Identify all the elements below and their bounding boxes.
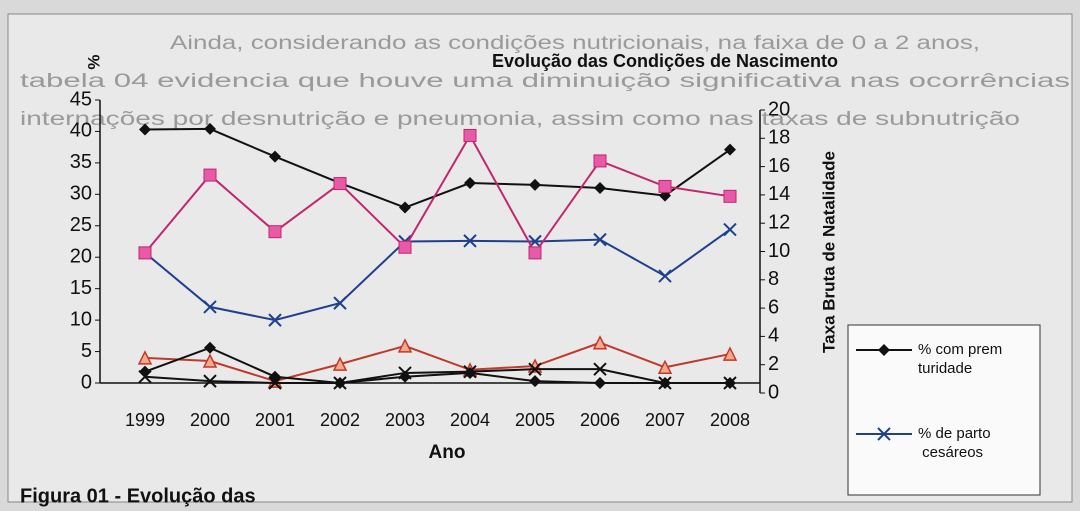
- data-point: [463, 128, 477, 142]
- x-tick-label: 2001: [255, 410, 295, 430]
- y2-tick-label: 8: [768, 268, 779, 290]
- data-point: [397, 338, 413, 353]
- data-point: [269, 150, 281, 163]
- series-line: [144, 368, 730, 384]
- data-point: [463, 364, 477, 379]
- y-tick-label: 10: [70, 308, 92, 330]
- y-tick-label: 20: [70, 246, 92, 268]
- series-line: [144, 133, 731, 255]
- data-point: [464, 177, 476, 190]
- data-point: [594, 182, 606, 195]
- data-point: [204, 341, 216, 354]
- data-point: [398, 366, 412, 380]
- legend-label: % com prem turidade: [918, 341, 1002, 377]
- x-tick-label: 2006: [580, 410, 620, 430]
- series-line: [144, 346, 730, 385]
- data-point: [138, 370, 152, 384]
- x-tick-label: 2007: [645, 410, 685, 430]
- y-tick-label: 0: [81, 371, 92, 393]
- data-point: [268, 225, 282, 239]
- x-tick-label: 2004: [450, 410, 490, 430]
- data-point: [332, 356, 348, 371]
- data-point: [593, 232, 607, 247]
- data-point: [268, 376, 282, 390]
- doc-line: internações por desnutrição e pneumonia,…: [20, 109, 1020, 130]
- data-point: [399, 201, 411, 214]
- x-tick-label: 2002: [320, 410, 360, 430]
- y2-tick-label: 4: [768, 325, 779, 347]
- y-tick-label: 40: [70, 120, 92, 142]
- y2-tick-label: 20: [768, 98, 790, 120]
- series-line: [144, 127, 731, 209]
- x-tick-label: 2005: [515, 410, 555, 430]
- data-point: [138, 246, 152, 260]
- data-point: [204, 122, 216, 135]
- data-point: [593, 362, 607, 376]
- data-point: [723, 376, 737, 390]
- y2-tick-label: 16: [768, 155, 790, 177]
- chart-title: Evolução das Condições de Nascimento: [492, 51, 838, 71]
- legend-marker: [878, 344, 890, 356]
- y-tick-label: 5: [81, 340, 92, 362]
- data-point: [724, 143, 736, 156]
- data-point: [203, 300, 217, 314]
- data-point: [658, 179, 672, 193]
- x-axis-label: Ano: [429, 442, 466, 463]
- caption: Figura 01 - Evolução das: [20, 485, 256, 507]
- legend-marker: [877, 427, 891, 441]
- y-tick-label: 25: [70, 214, 92, 236]
- y2-tick-label: 14: [768, 183, 790, 205]
- series-line: [144, 341, 731, 383]
- data-point: [722, 346, 738, 361]
- x-tick-label: 2000: [190, 410, 230, 430]
- legend: [847, 324, 1041, 496]
- x-tick-label: 1999: [125, 410, 165, 430]
- data-point: [333, 177, 347, 191]
- y2-tick-label: 6: [768, 296, 779, 318]
- data-point: [528, 246, 542, 260]
- x-tick-label: 2003: [385, 410, 425, 430]
- y2-tick-label: 2: [768, 353, 779, 375]
- y-tick-label: 15: [70, 277, 92, 299]
- legend-label: % de parto cesáreos: [918, 425, 991, 461]
- data-point: [137, 350, 153, 365]
- data-point: [594, 377, 606, 389]
- y-axis-label: %: [84, 54, 103, 69]
- data-point: [592, 335, 608, 350]
- y2-axis-label: Taxa Bruta de Natalidade: [819, 151, 838, 353]
- data-point: [658, 269, 672, 283]
- data-point: [463, 234, 477, 248]
- y2-tick-label: 12: [768, 211, 790, 233]
- y-tick-label: 30: [70, 183, 92, 205]
- data-point: [333, 376, 347, 390]
- data-point: [723, 189, 737, 203]
- y-tick-label: 45: [70, 88, 92, 110]
- doc-line: tabela 04 evidencia que houve uma diminu…: [20, 71, 1070, 92]
- data-point: [528, 362, 542, 376]
- y-tick-label: 35: [70, 151, 92, 173]
- data-point: [657, 359, 673, 375]
- data-point: [529, 375, 541, 388]
- data-point: [139, 123, 151, 136]
- data-point: [203, 168, 217, 182]
- x-tick-label: 2008: [710, 410, 750, 430]
- data-point: [593, 154, 607, 168]
- data-point: [202, 353, 218, 368]
- data-point: [658, 376, 672, 390]
- y2-tick-label: 18: [768, 127, 790, 149]
- data-point: [203, 374, 217, 388]
- y2-tick-label: 0: [768, 381, 779, 403]
- series-line: [144, 228, 731, 322]
- data-point: [268, 313, 282, 327]
- data-point: [398, 240, 412, 254]
- data-point: [333, 296, 347, 310]
- data-point: [723, 222, 737, 237]
- doc-line: Ainda, considerando as condições nutrici…: [170, 33, 980, 54]
- y2-tick-label: 10: [768, 240, 790, 262]
- data-point: [529, 178, 541, 191]
